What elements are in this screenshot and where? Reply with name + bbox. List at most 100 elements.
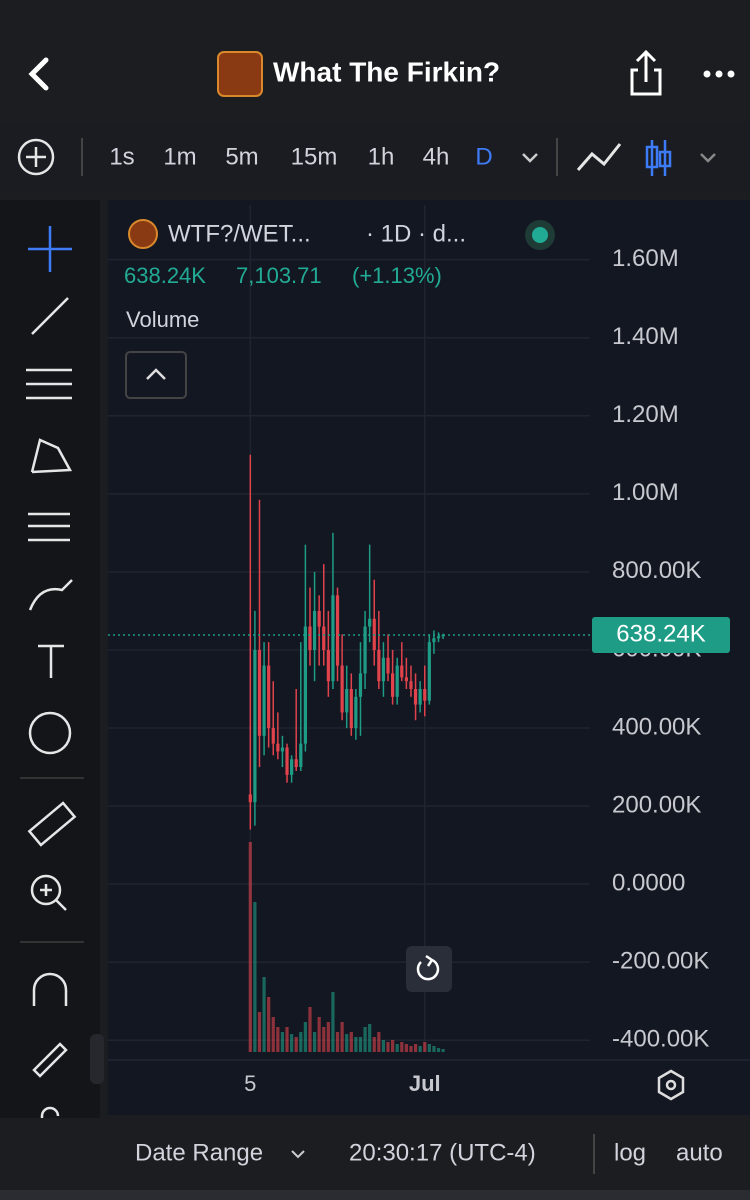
timeframe[interactable]: 15m: [291, 143, 338, 170]
y-tick-label: 400.00K: [612, 713, 701, 740]
crosshair-tool[interactable]: [28, 226, 72, 272]
candle-body: [285, 747, 289, 775]
volume-bar: [363, 1027, 367, 1052]
volume-bar: [368, 1024, 372, 1052]
candle-body: [409, 681, 413, 689]
candle-body: [262, 665, 266, 736]
indicator: Volume: [126, 307, 199, 332]
timeframe-menu[interactable]: [522, 153, 538, 163]
candle-body: [267, 665, 271, 729]
legend-last: 638.24K: [124, 263, 206, 288]
more-button[interactable]: [703, 70, 735, 78]
settings-button[interactable]: [657, 1069, 685, 1101]
candle-body: [253, 649, 257, 803]
candle-body: [400, 665, 404, 678]
legend-change: (+1.13%): [352, 263, 442, 288]
status-dot: [532, 227, 548, 243]
candle-body: [432, 638, 436, 643]
brush-tool[interactable]: [28, 579, 73, 611]
candle-body: [363, 626, 367, 674]
candle-body: [322, 626, 326, 650]
volume-bar: [331, 992, 335, 1052]
line-chart-button[interactable]: [576, 143, 622, 171]
clock: 20:30:17 (UTC-4): [349, 1139, 536, 1166]
y-tick-label: 200.00K: [612, 791, 701, 818]
bottom-edge: [0, 1190, 750, 1200]
volume-bar: [271, 1017, 275, 1052]
volume-bar: [358, 1037, 363, 1052]
volume-bar: [413, 1044, 418, 1052]
volume-bar: [349, 1032, 353, 1052]
y-tick-label: 1.00M: [612, 479, 679, 506]
candle-body: [354, 696, 358, 729]
candle-body: [423, 689, 427, 701]
drawing-tools: [0, 200, 100, 1200]
auto-toggle[interactable]: auto: [676, 1139, 723, 1166]
volume-bar: [253, 902, 257, 1052]
candle-body: [368, 618, 372, 627]
text-tool[interactable]: [38, 644, 64, 678]
symbol[interactable]: WTF?/WET...: [168, 220, 311, 247]
volume-bar: [391, 1040, 395, 1052]
back-button[interactable]: [28, 57, 49, 91]
y-tick-label: 1.20M: [612, 401, 679, 428]
chart-type-menu[interactable]: [700, 153, 716, 163]
volume-bar: [276, 1027, 280, 1052]
candle-body: [340, 665, 344, 713]
candle-body: [276, 743, 280, 752]
volume-bar: [308, 1007, 312, 1052]
candle-body: [436, 636, 441, 639]
candle-body: [294, 759, 298, 768]
collapse-handle[interactable]: [90, 1034, 104, 1084]
ruler-tool[interactable]: [27, 801, 77, 847]
volume-bar: [326, 1022, 330, 1052]
timeframe[interactable]: 1s: [109, 143, 134, 170]
magnet-tool[interactable]: [32, 972, 68, 1006]
share-button[interactable]: [630, 49, 662, 96]
y-tick-label: 1.40M: [612, 323, 679, 350]
timeframe[interactable]: D: [475, 143, 492, 170]
candle-body: [418, 689, 422, 705]
toolbar: [0, 122, 750, 192]
candle-chart-button[interactable]: [645, 140, 672, 176]
zoom-tool[interactable]: [30, 874, 67, 911]
timeframe[interactable]: 1m: [163, 143, 196, 170]
volume-bar: [372, 1037, 376, 1052]
date-range[interactable]: Date Range: [135, 1139, 263, 1166]
emoji-tool[interactable]: [28, 711, 72, 755]
reset-button[interactable]: [406, 946, 452, 992]
timeframe[interactable]: 1h: [368, 143, 395, 170]
log-toggle[interactable]: log: [614, 1139, 646, 1166]
pattern-tool[interactable]: [30, 438, 73, 474]
reset-icon: [416, 954, 440, 981]
candle-body: [345, 689, 349, 713]
projection-tool[interactable]: [28, 512, 70, 542]
lock-drawings[interactable]: [32, 1042, 68, 1078]
volume-bar: [381, 1040, 386, 1052]
candle-body: [280, 747, 285, 752]
volume-bar: [312, 1032, 317, 1052]
volume-bar: [262, 977, 266, 1052]
volume-bar: [322, 1027, 326, 1052]
candle-body: [248, 794, 252, 803]
volume-bar: [395, 1044, 399, 1052]
last-price-tag: [592, 617, 730, 654]
volume-bar: [317, 1017, 321, 1052]
title: What The Firkin?: [273, 56, 500, 87]
collapse-legend[interactable]: [125, 351, 187, 399]
candle-body: [271, 728, 275, 744]
timeframe[interactable]: 5m: [225, 143, 258, 170]
volume-bar: [436, 1048, 441, 1052]
fib-tool[interactable]: [26, 368, 72, 400]
candle-body: [308, 626, 312, 650]
volume-bar: [409, 1046, 413, 1052]
timeframe[interactable]: 4h: [423, 143, 450, 170]
add-button[interactable]: [17, 138, 55, 176]
y-tick-label: 800.00K: [612, 557, 701, 584]
chevron: [146, 368, 166, 380]
volume-bar: [404, 1044, 408, 1052]
chevron: [291, 1150, 305, 1159]
trendline-tool[interactable]: [31, 297, 69, 335]
volume-bar: [294, 1037, 298, 1052]
